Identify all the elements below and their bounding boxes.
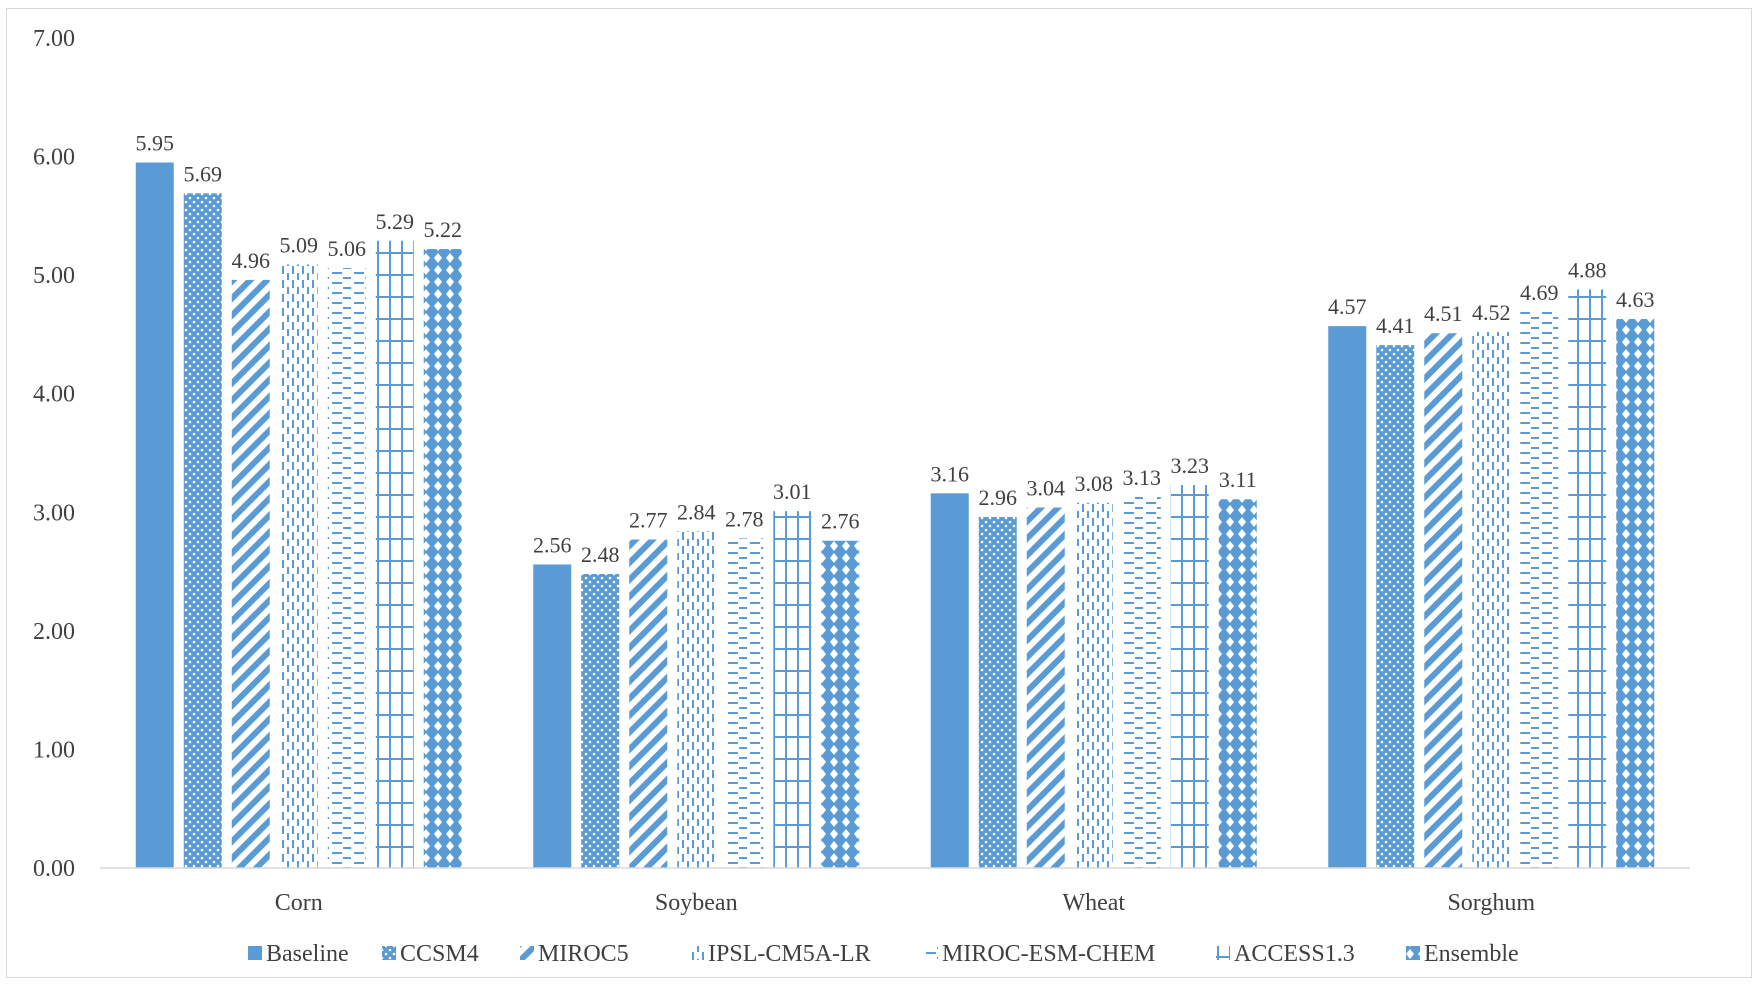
legend-swatch-ipsl-cm5a-lr [690, 946, 704, 960]
bar-ensemble-soybean [821, 540, 860, 868]
category-label-corn: Corn [275, 890, 323, 916]
data-label: 4.41 [1376, 313, 1415, 338]
legend-label: MIROC-ESM-CHEM [942, 941, 1155, 967]
bar-access1-3-wheat [1170, 485, 1209, 868]
y-tick-label: 6.00 [33, 145, 75, 171]
bar-baseline-sorghum [1328, 326, 1367, 869]
bar-ccsm4-sorghum [1376, 345, 1415, 869]
data-label: 5.09 [280, 232, 319, 257]
bar-baseline-wheat [930, 493, 969, 868]
bar-ipsl-cm5a-lr-sorghum [1472, 332, 1511, 868]
legend-swatch-miroc5 [520, 946, 534, 960]
legend-label: Ensemble [1424, 941, 1519, 967]
data-label: 3.01 [773, 479, 812, 504]
data-label: 2.76 [821, 509, 860, 534]
data-label: 4.51 [1424, 301, 1463, 326]
data-label: 3.04 [1027, 476, 1066, 501]
bar-ipsl-cm5a-lr-wheat [1074, 502, 1113, 868]
bar-access1-3-sorghum [1568, 289, 1607, 868]
legend-swatch-miroc-esm-chem [924, 946, 938, 960]
data-label: 3.08 [1075, 471, 1114, 496]
data-labels: 5.95 5.69 4.96 5.09 5.06 5.29 5.22 2.56 2.48 2.77… [136, 131, 1655, 567]
legend-label: ACCESS1.3 [1234, 941, 1355, 967]
bar-ccsm4-wheat [978, 517, 1017, 868]
bar-ensemble-wheat [1218, 499, 1257, 868]
category-label-sorghum: Sorghum [1447, 890, 1535, 916]
bar-access1-3-corn [375, 240, 414, 868]
bar-miroc-esm-chem-sorghum [1520, 311, 1559, 868]
bar-ensemble-corn [423, 249, 462, 869]
bar-ipsl-cm5a-lr-corn [279, 264, 318, 868]
data-label: 4.69 [1520, 280, 1559, 305]
bar-miroc-esm-chem-corn [327, 268, 366, 868]
data-label: 2.78 [725, 506, 764, 531]
data-label: 4.63 [1616, 287, 1655, 312]
data-label: 2.77 [629, 508, 668, 533]
legend-swatch-baseline [248, 946, 262, 960]
bar-ccsm4-corn [183, 193, 222, 869]
y-tick-label: 0.00 [33, 856, 75, 882]
bar-miroc5-soybean [629, 539, 668, 868]
data-label: 2.48 [581, 542, 620, 567]
bar-miroc-esm-chem-wheat [1122, 496, 1161, 868]
y-tick-label: 4.00 [33, 382, 75, 408]
data-label: 4.88 [1568, 257, 1607, 282]
y-tick-label: 5.00 [33, 263, 75, 289]
bar-miroc5-sorghum [1424, 333, 1463, 868]
y-tick-label: 3.00 [33, 500, 75, 526]
legend: Baseline CCSM4 MIROC5 IPSL-CM5A-LR MIROC-ESM… [248, 941, 1519, 967]
legend-label: Baseline [266, 941, 349, 967]
bar-miroc5-wheat [1026, 507, 1065, 868]
bar-baseline-soybean [533, 564, 572, 868]
y-tick-label: 7.00 [33, 26, 75, 52]
legend-swatch-access1-3 [1216, 946, 1230, 960]
bars [135, 162, 1655, 869]
data-label: 5.95 [136, 131, 175, 156]
data-label: 3.13 [1123, 465, 1162, 490]
bar-miroc5-corn [231, 279, 270, 868]
data-label: 4.57 [1328, 294, 1367, 319]
bar-miroc-esm-chem-soybean [725, 538, 764, 868]
data-label: 5.69 [184, 161, 223, 186]
bar-access1-3-soybean [773, 511, 812, 868]
data-label: 4.52 [1472, 300, 1511, 325]
data-label: 5.22 [424, 217, 463, 242]
data-label: 3.11 [1219, 467, 1257, 492]
data-label: 3.16 [931, 461, 970, 486]
legend-label: MIROC5 [538, 941, 629, 967]
category-label-wheat: Wheat [1062, 890, 1125, 916]
data-label: 5.29 [376, 209, 415, 234]
bar-baseline-corn [135, 162, 174, 868]
legend-swatch-ccsm4 [382, 946, 396, 960]
data-label: 2.84 [677, 499, 716, 524]
bar-ensemble-sorghum [1616, 319, 1655, 868]
category-label-soybean: Soybean [655, 890, 738, 916]
category-labels: Corn Soybean Wheat Sorghum [275, 890, 1536, 916]
y-axis-ticks: 0.00 1.00 2.00 3.00 4.00 5.00 6.00 7.00 [33, 26, 75, 882]
data-label: 2.56 [533, 532, 572, 557]
data-label: 4.96 [232, 248, 271, 273]
data-label: 5.06 [328, 236, 367, 261]
legend-label: CCSM4 [400, 941, 479, 967]
y-tick-label: 1.00 [33, 737, 75, 763]
legend-swatch-ensemble [1406, 946, 1420, 960]
legend-label: IPSL-CM5A-LR [708, 941, 871, 967]
bar-ccsm4-soybean [581, 573, 620, 868]
data-label: 2.96 [979, 485, 1018, 510]
data-label: 3.23 [1171, 453, 1210, 478]
y-tick-label: 2.00 [33, 619, 75, 645]
bar-ipsl-cm5a-lr-soybean [677, 531, 716, 868]
